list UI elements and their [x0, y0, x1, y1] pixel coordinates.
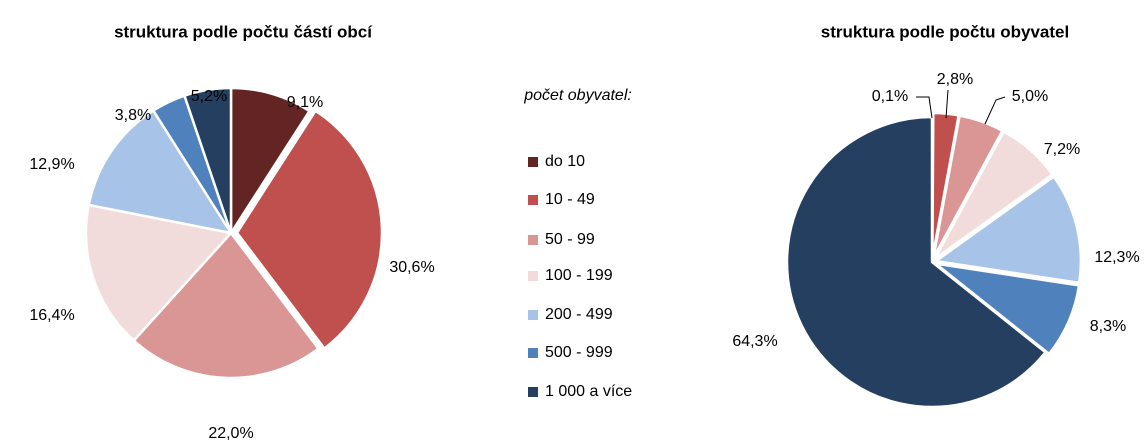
chart-title: struktura podle počtu částí obcí	[114, 22, 373, 41]
pie-slice	[932, 114, 1004, 260]
chart-title: struktura podle počtu obyvatel	[821, 22, 1069, 41]
data-label: 9,1%	[287, 94, 323, 111]
pie-slice	[933, 130, 1054, 261]
data-label: 16,4%	[29, 307, 74, 324]
legend-swatch	[528, 310, 538, 320]
pie-slice	[132, 231, 320, 380]
pie-slice	[934, 175, 1083, 285]
data-label: 3,8%	[115, 107, 151, 124]
legend-label: do 10	[545, 153, 585, 170]
leader-line	[984, 96, 1006, 125]
data-label: 12,3%	[1094, 249, 1139, 266]
legend-label: 100 - 199	[545, 267, 613, 284]
pie-slice	[87, 109, 233, 235]
legend-swatch	[528, 235, 538, 245]
leader-line	[916, 96, 933, 119]
legend-swatch	[528, 157, 538, 167]
legend-swatch	[528, 195, 538, 205]
pie-slice	[934, 262, 1081, 356]
data-label: 2,8%	[937, 71, 973, 88]
data-label: 5,2%	[191, 88, 227, 105]
legend-label: 500 - 999	[545, 344, 613, 361]
data-label: 64,3%	[732, 333, 777, 350]
legend-swatch	[528, 387, 538, 397]
data-label: 22,0%	[208, 425, 253, 442]
data-label: 30,6%	[389, 259, 434, 276]
legend-label: 1 000 a více	[545, 383, 632, 400]
legend-swatch	[528, 348, 538, 358]
pie-slice	[229, 86, 311, 235]
legend-label: 200 - 499	[545, 306, 613, 323]
data-label: 12,9%	[29, 156, 74, 173]
data-label: 8,3%	[1090, 318, 1126, 335]
pie-slice	[84, 203, 233, 342]
pie-slice	[785, 115, 1047, 409]
legend-label: 10 - 49	[545, 191, 595, 208]
leader-line	[945, 89, 949, 119]
legend-label: 50 - 99	[545, 231, 595, 248]
pie-slice	[183, 86, 233, 235]
pie-slice	[235, 109, 384, 350]
data-label: 7,2%	[1044, 141, 1080, 158]
legend-swatch	[528, 271, 538, 281]
data-label: 0,1%	[872, 88, 908, 105]
legend-title: počet obyvatel:	[523, 87, 632, 104]
data-label: 5,0%	[1012, 88, 1048, 105]
